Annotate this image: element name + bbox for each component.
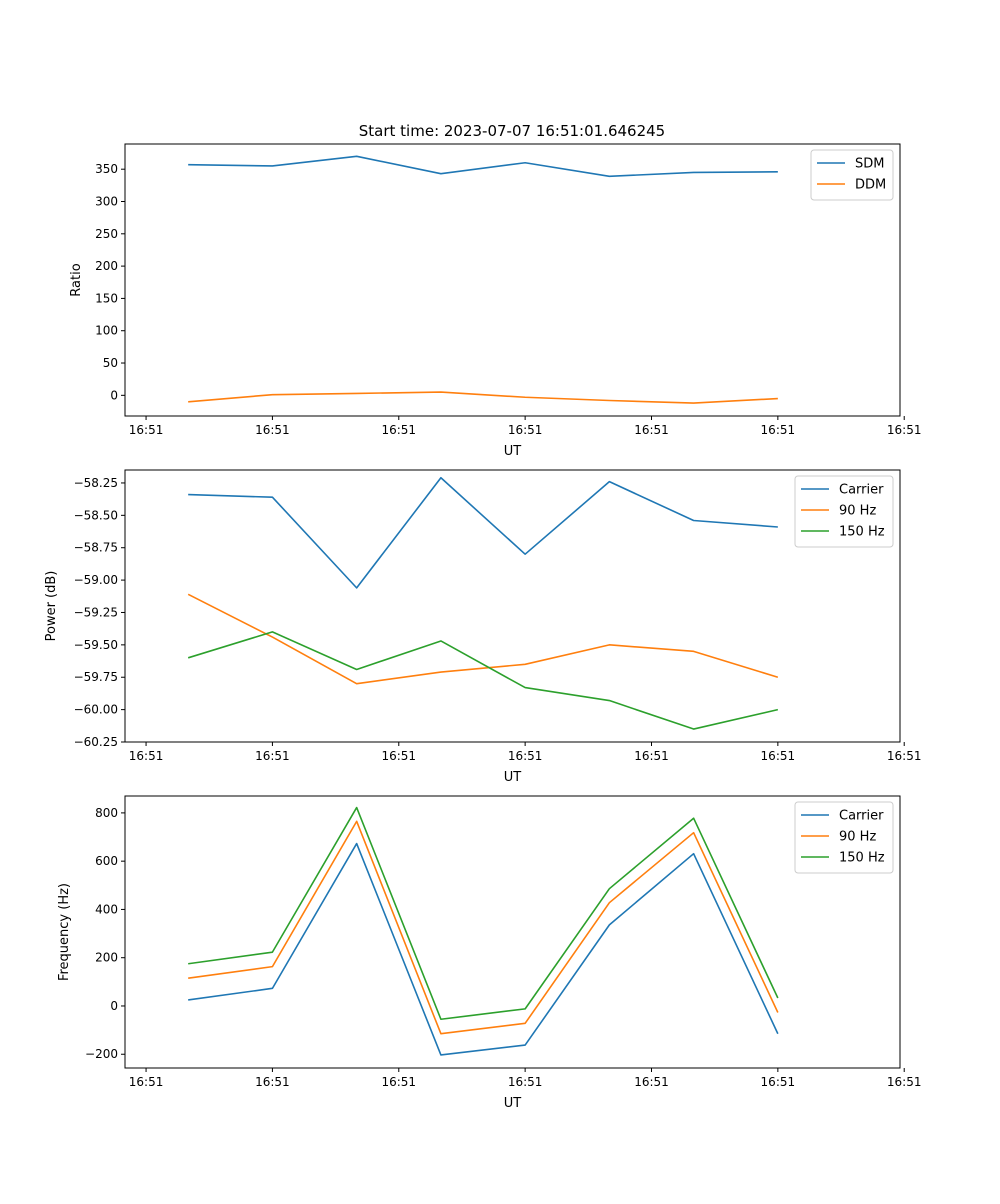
x-tick-label: 16:51 [381, 423, 416, 437]
x-tick-label: 16:51 [634, 1075, 669, 1089]
y-tick-label: −59.25 [74, 605, 118, 619]
x-tick-label: 16:51 [887, 749, 922, 763]
y-tick-label: 150 [95, 291, 118, 305]
axes-frame-3 [124, 795, 901, 1069]
x-tick-label: 16:51 [508, 1075, 543, 1089]
legend-1: SDM DDM [810, 149, 894, 201]
y-axis-label: Ratio [69, 263, 84, 296]
y-tick-label: 400 [95, 902, 118, 916]
series-line-90-hz [187, 593, 779, 685]
legend-label: Carrier [839, 809, 884, 824]
series-line-carrier [188, 476, 778, 589]
x-tick-label: 16:51 [508, 749, 543, 763]
y-tick-label: −59.50 [74, 638, 118, 652]
series-line-ddm [188, 391, 778, 404]
y-tick-label: −60.00 [74, 703, 118, 717]
legend-3: Carrier 90 Hz 150 Hz [794, 801, 894, 874]
y-tick-label: 50 [103, 356, 118, 370]
legend-label: 150 Hz [839, 851, 885, 866]
axes-frame-2 [124, 469, 901, 743]
legend-label: 150 Hz [839, 525, 885, 540]
legend-label: DDM [855, 178, 886, 193]
y-tick-label: −58.50 [74, 508, 118, 522]
legend-2: Carrier 90 Hz 150 Hz [794, 475, 894, 548]
chart-panel-1: 16:51 16:51 16:51 16:51 16:51 16:51 16:51 0 50 10… [69, 143, 922, 459]
y-tick-label: 800 [95, 806, 118, 820]
x-tick-label: 16:51 [255, 749, 290, 763]
y-tick-label: 200 [95, 951, 118, 965]
y-tick-label: 100 [95, 324, 118, 338]
y-tick-label: 600 [95, 854, 118, 868]
x-tick-label: 16:51 [887, 1075, 922, 1089]
y-tick-label: −59.75 [74, 670, 118, 684]
x-tick-label: 16:51 [634, 423, 669, 437]
y-axis-label: Frequency (Hz) [57, 883, 72, 981]
series-line-150-hz [188, 806, 779, 1021]
y-tick-label: 250 [95, 227, 118, 241]
x-tick-label: 16:51 [887, 423, 922, 437]
y-tick-label: 0 [110, 999, 118, 1013]
y-tick-label: −58.75 [74, 541, 118, 555]
x-tick-label: 16:51 [255, 1075, 290, 1089]
x-tick-label: 16:51 [129, 1075, 164, 1089]
y-tick-label: −60.25 [74, 735, 118, 749]
y-tick-label: −59.00 [74, 573, 118, 587]
y-tick-label: 200 [95, 259, 118, 273]
chart-panel-3: 16:51 16:51 16:51 16:51 16:51 16:51 16:51 −200 0… [57, 795, 922, 1111]
y-axis-label: Power (dB) [44, 571, 59, 642]
x-tick-label: 16:51 [381, 1075, 416, 1089]
legend-box [794, 801, 894, 874]
y-tick-label: −58.25 [74, 476, 118, 490]
x-axis-label: UT [504, 444, 522, 459]
series-line-150-hz [187, 631, 779, 730]
x-tick-label: 16:51 [761, 1075, 796, 1089]
legend-box [794, 475, 894, 548]
x-tick-label: 16:51 [634, 749, 669, 763]
legend-label: 90 Hz [839, 830, 876, 845]
x-tick-label: 16:51 [381, 749, 416, 763]
x-tick-label: 16:51 [761, 749, 796, 763]
series-line-carrier [188, 842, 779, 1056]
x-tick-label: 16:51 [255, 423, 290, 437]
x-tick-label: 16:51 [508, 423, 543, 437]
y-tick-label: 350 [95, 162, 118, 176]
x-tick-label: 16:51 [129, 423, 164, 437]
x-tick-label: 16:51 [129, 749, 164, 763]
legend-label: Carrier [839, 483, 884, 498]
y-tick-label: 0 [110, 388, 118, 402]
x-axis-label: UT [504, 770, 522, 785]
legend-label: 90 Hz [839, 504, 876, 519]
series-line-sdm [188, 155, 778, 178]
chart-title: Start time: 2023-07-07 16:51:01.646245 [359, 122, 665, 140]
y-tick-label: −200 [85, 1047, 118, 1061]
x-axis-label: UT [504, 1096, 522, 1111]
y-tick-label: 300 [95, 195, 118, 209]
legend-label: SDM [855, 157, 884, 172]
x-tick-label: 16:51 [761, 423, 796, 437]
axes-frame-1 [124, 143, 901, 417]
chart-panel-2: 16:51 16:51 16:51 16:51 16:51 16:51 16:51 −58.2… [44, 469, 922, 785]
series-line-90-hz [188, 820, 779, 1035]
